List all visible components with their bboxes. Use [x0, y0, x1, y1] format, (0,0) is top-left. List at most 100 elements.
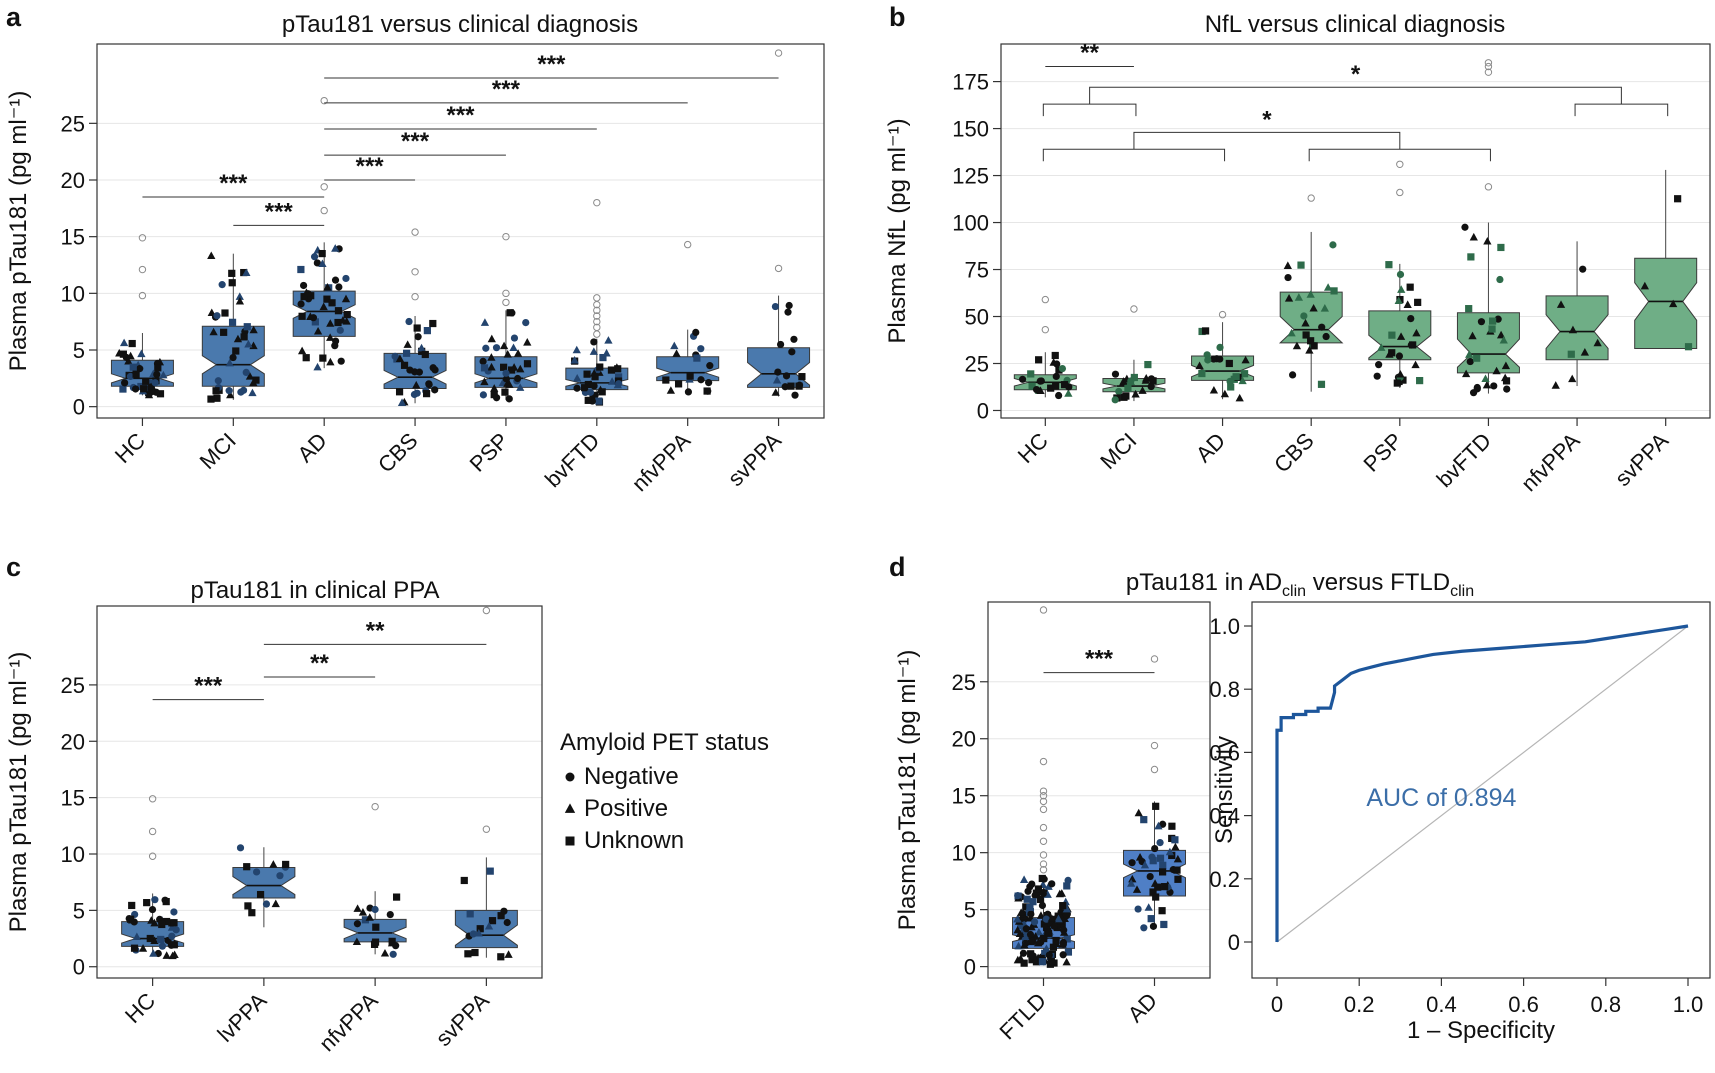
outlier-point	[683, 240, 692, 249]
data-point-circle	[1064, 876, 1072, 885]
outlier-point	[371, 802, 379, 811]
outlier-point	[593, 323, 601, 332]
data-point-triangle	[403, 340, 412, 348]
data-point-square	[1330, 287, 1338, 295]
data-point-triangle	[412, 380, 421, 389]
data-point-triangle	[1469, 232, 1478, 241]
box-body	[1456, 312, 1520, 374]
box-AD: AD	[1123, 655, 1186, 1027]
data-point-square	[1124, 384, 1132, 393]
data-point-square	[232, 347, 240, 355]
data-point-triangle	[1482, 380, 1492, 389]
data-point-triangle	[132, 932, 142, 941]
data-point-circle	[1461, 223, 1469, 231]
data-point-circle	[1579, 265, 1587, 273]
outlier-point	[1396, 160, 1404, 168]
y-tick-label: 0	[73, 955, 85, 980]
significance-label: ***	[401, 128, 430, 155]
data-point-triangle	[1021, 932, 1030, 940]
data-point-square	[1032, 958, 1041, 966]
data-point-circle	[791, 391, 799, 399]
data-point-square	[1027, 937, 1035, 946]
data-point-circle	[151, 896, 159, 904]
data-point-circle	[1318, 323, 1326, 331]
data-point-square	[413, 324, 421, 332]
data-point-circle	[697, 345, 705, 353]
data-point-triangle	[1385, 350, 1394, 358]
data-point-triangle	[1014, 941, 1023, 950]
x-tick-label: 0.8	[1591, 992, 1622, 1017]
data-point-triangle	[159, 370, 168, 379]
data-point-circle	[158, 942, 167, 950]
data-point-triangle	[297, 346, 307, 355]
data-point-square	[686, 372, 694, 380]
data-point-circle	[310, 253, 319, 261]
data-point-triangle	[1036, 911, 1046, 919]
data-point-square	[228, 269, 236, 277]
data-point-circle	[1159, 820, 1167, 828]
data-point-circle	[1134, 905, 1142, 913]
data-point-triangle	[353, 904, 362, 912]
data-point-circle	[573, 384, 581, 392]
data-point-triangle	[326, 319, 335, 327]
data-point-triangle	[245, 372, 255, 380]
data-point-circle	[1496, 275, 1504, 284]
data-point-circle	[252, 868, 261, 876]
data-point-triangle	[1173, 854, 1183, 863]
data-point-triangle	[503, 379, 512, 387]
data-point-triangle	[1305, 346, 1314, 354]
data-point-circle	[1503, 385, 1511, 393]
box-lvPPA: lvPPA	[213, 844, 296, 1047]
data-point-square	[1055, 366, 1063, 374]
data-point-triangle	[589, 347, 598, 355]
box-HC: HC	[110, 234, 174, 468]
legend-item-label: Positive	[584, 795, 668, 822]
data-point-square	[693, 354, 701, 362]
data-point-circle	[1329, 241, 1337, 249]
data-point-triangle	[1132, 885, 1142, 893]
data-point-square	[1227, 383, 1235, 391]
data-point-square	[142, 377, 150, 385]
box-PSP: PSP	[465, 232, 538, 477]
data-point-square	[1052, 382, 1060, 390]
data-point-circle	[168, 932, 176, 940]
data-point-triangle	[138, 944, 148, 952]
data-point-circle	[1226, 377, 1234, 385]
data-point-square	[1567, 350, 1575, 358]
data-point-triangle	[249, 325, 258, 334]
data-point-square	[243, 323, 251, 331]
y-tick-label: 25	[61, 673, 85, 698]
data-point-triangle	[326, 333, 335, 341]
data-point-square	[1198, 369, 1206, 378]
data-point-circle	[415, 368, 423, 376]
data-point-triangle	[1013, 914, 1022, 923]
data-point-triangle	[1397, 285, 1406, 293]
data-point-square	[158, 920, 166, 929]
data-point-square	[1168, 822, 1176, 830]
data-point-triangle	[1015, 929, 1025, 938]
data-point-triangle	[226, 390, 235, 399]
roc-curve	[1275, 624, 1689, 942]
data-point-square	[240, 333, 248, 341]
y-tick-label: 10	[61, 842, 85, 867]
data-point-square	[1020, 928, 1028, 936]
data-point-square	[1040, 920, 1048, 928]
data-point-square	[1036, 895, 1045, 904]
data-point-square	[146, 934, 154, 943]
data-point-square	[1058, 914, 1066, 922]
y-tick-label: 0.2	[1209, 867, 1240, 892]
data-point-square	[334, 307, 343, 315]
data-point-triangle	[137, 349, 146, 358]
data-point-triangle	[1568, 325, 1578, 334]
y-tick-label: 10	[952, 841, 976, 866]
y-tick-label: 5	[73, 898, 85, 923]
data-point-triangle	[128, 915, 137, 924]
data-point-circle	[1022, 925, 1030, 933]
data-point-circle	[392, 942, 400, 950]
y-tick-label: 0	[1228, 930, 1240, 955]
data-point-square	[584, 396, 592, 404]
panel-c: 0 5 10 15 20 25 Plasma pTau181 (pg ml⁻¹) c pTau1…	[5, 552, 769, 1056]
outlier-point	[1039, 805, 1048, 814]
data-point-circle	[389, 950, 397, 958]
data-point-triangle	[417, 343, 426, 352]
